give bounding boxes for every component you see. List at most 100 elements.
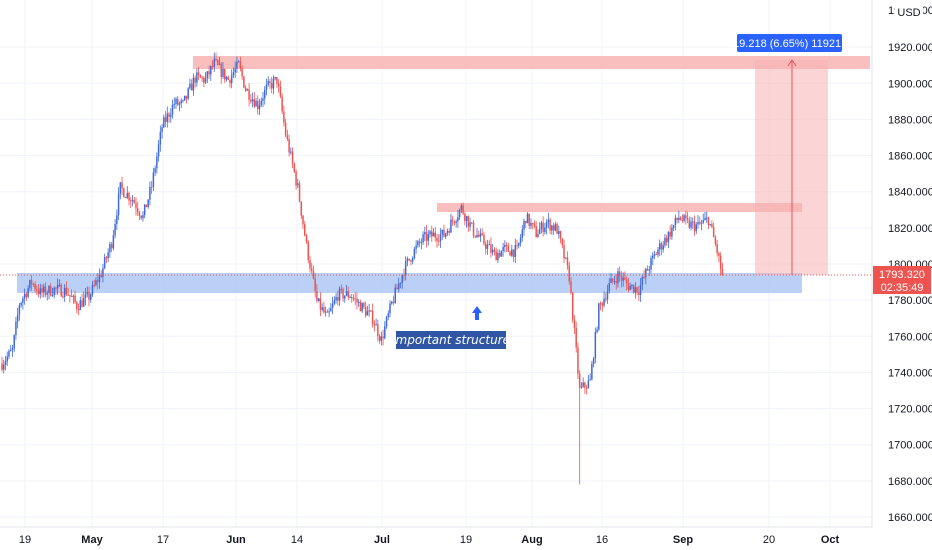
candle-body [514, 245, 517, 258]
candle-body [305, 235, 308, 242]
candle-body [272, 78, 275, 89]
candle-body [559, 231, 562, 239]
candle-body [712, 227, 715, 238]
candle-body [476, 234, 478, 238]
annotation-box[interactable] [396, 331, 506, 349]
candle-body [432, 232, 435, 237]
candle-body [662, 245, 664, 250]
candle-body [244, 87, 247, 91]
candle-body [324, 311, 327, 313]
candle-body [455, 221, 457, 223]
price-tick-label: 1780.000 [888, 295, 932, 307]
candle-body [437, 240, 440, 242]
candle-body [361, 303, 363, 312]
time-tick-label: Jun [226, 534, 246, 546]
candle-body [497, 252, 499, 261]
time-tick-label: 16 [596, 534, 608, 546]
candle-body [350, 297, 353, 299]
candle-body [671, 227, 673, 237]
candle-body [448, 230, 450, 233]
measure-label-box[interactable] [737, 34, 842, 52]
candle-body [458, 209, 461, 218]
candle-body [250, 99, 252, 102]
candle-body [124, 197, 127, 199]
candle-body [344, 295, 346, 299]
candle-body [354, 298, 356, 300]
resistance-zone-middle[interactable] [437, 203, 802, 212]
candle-body [116, 215, 118, 224]
candle-body [601, 303, 604, 306]
candle-body [1, 363, 3, 370]
time-axis[interactable]: 19 May 17 Jun 14 Jul 19 Aug 16 Sep 20 Oct [0, 526, 932, 550]
candle-body [331, 303, 334, 308]
candle-body [63, 287, 66, 297]
candle-body [204, 78, 207, 83]
candle-body [639, 284, 642, 295]
candle-body [284, 122, 287, 136]
candle-body [321, 307, 323, 310]
candle-body [698, 222, 701, 224]
candle-body [180, 100, 182, 104]
candle-body [451, 219, 454, 222]
support-zone[interactable] [17, 273, 802, 293]
annotation-text: Important structure [392, 333, 510, 347]
candle-body [516, 245, 518, 247]
bar-countdown: 02:35:49 [881, 282, 924, 294]
resistance-zone-top[interactable] [193, 56, 870, 69]
candle-body [166, 113, 169, 122]
candle-body [13, 335, 15, 349]
candle-body [702, 220, 704, 223]
price-tick-label: 1820.000 [888, 223, 932, 235]
candle-body [270, 83, 273, 89]
candle-body [262, 98, 264, 101]
candle-body [678, 217, 680, 221]
time-tick-label: Oct [821, 534, 840, 546]
candle-body [364, 307, 367, 316]
candle-body [260, 100, 263, 105]
candle-body [291, 151, 294, 164]
candle-body [302, 215, 304, 225]
candle-body [72, 295, 75, 297]
price-tick-label: 1880.000 [888, 114, 932, 126]
candle-body [56, 284, 59, 289]
candle-body [95, 280, 97, 285]
candle-body [157, 144, 160, 157]
candle-body [128, 192, 130, 201]
candle-body [592, 358, 595, 365]
candle-body [634, 287, 637, 293]
candle-body [176, 98, 179, 105]
candle-body [84, 294, 87, 299]
candle-body [62, 296, 64, 298]
candle-body [100, 274, 102, 277]
candle-body [81, 300, 83, 307]
candle-body [43, 286, 45, 293]
last-price-tag[interactable]: 1793.320 02:35:49 [873, 266, 931, 294]
candle-body [150, 187, 153, 189]
candle-body [603, 298, 605, 306]
candle-body [498, 252, 501, 257]
candle-body [582, 382, 584, 387]
candle-body [293, 163, 296, 172]
candle-body [705, 217, 708, 219]
candle-body [511, 249, 513, 256]
candle-body [453, 221, 456, 223]
candle-body [363, 303, 365, 308]
candle-body [227, 76, 229, 80]
candle-body [267, 81, 269, 85]
price-tick-label: 1720.000 [888, 404, 932, 416]
candle-body [627, 283, 630, 291]
candle-body [542, 222, 544, 232]
candle-body [377, 324, 379, 337]
candle-body [538, 228, 541, 235]
candle-body [551, 225, 553, 231]
candle-body [669, 231, 671, 237]
candle-body [251, 99, 254, 102]
candle-body [573, 319, 576, 329]
time-tick-label: 14 [291, 534, 303, 546]
candle-body [566, 257, 569, 266]
candle-body [429, 231, 431, 235]
candle-body [528, 213, 530, 227]
currency-badge[interactable] [895, 4, 923, 20]
candle-body [203, 77, 205, 83]
